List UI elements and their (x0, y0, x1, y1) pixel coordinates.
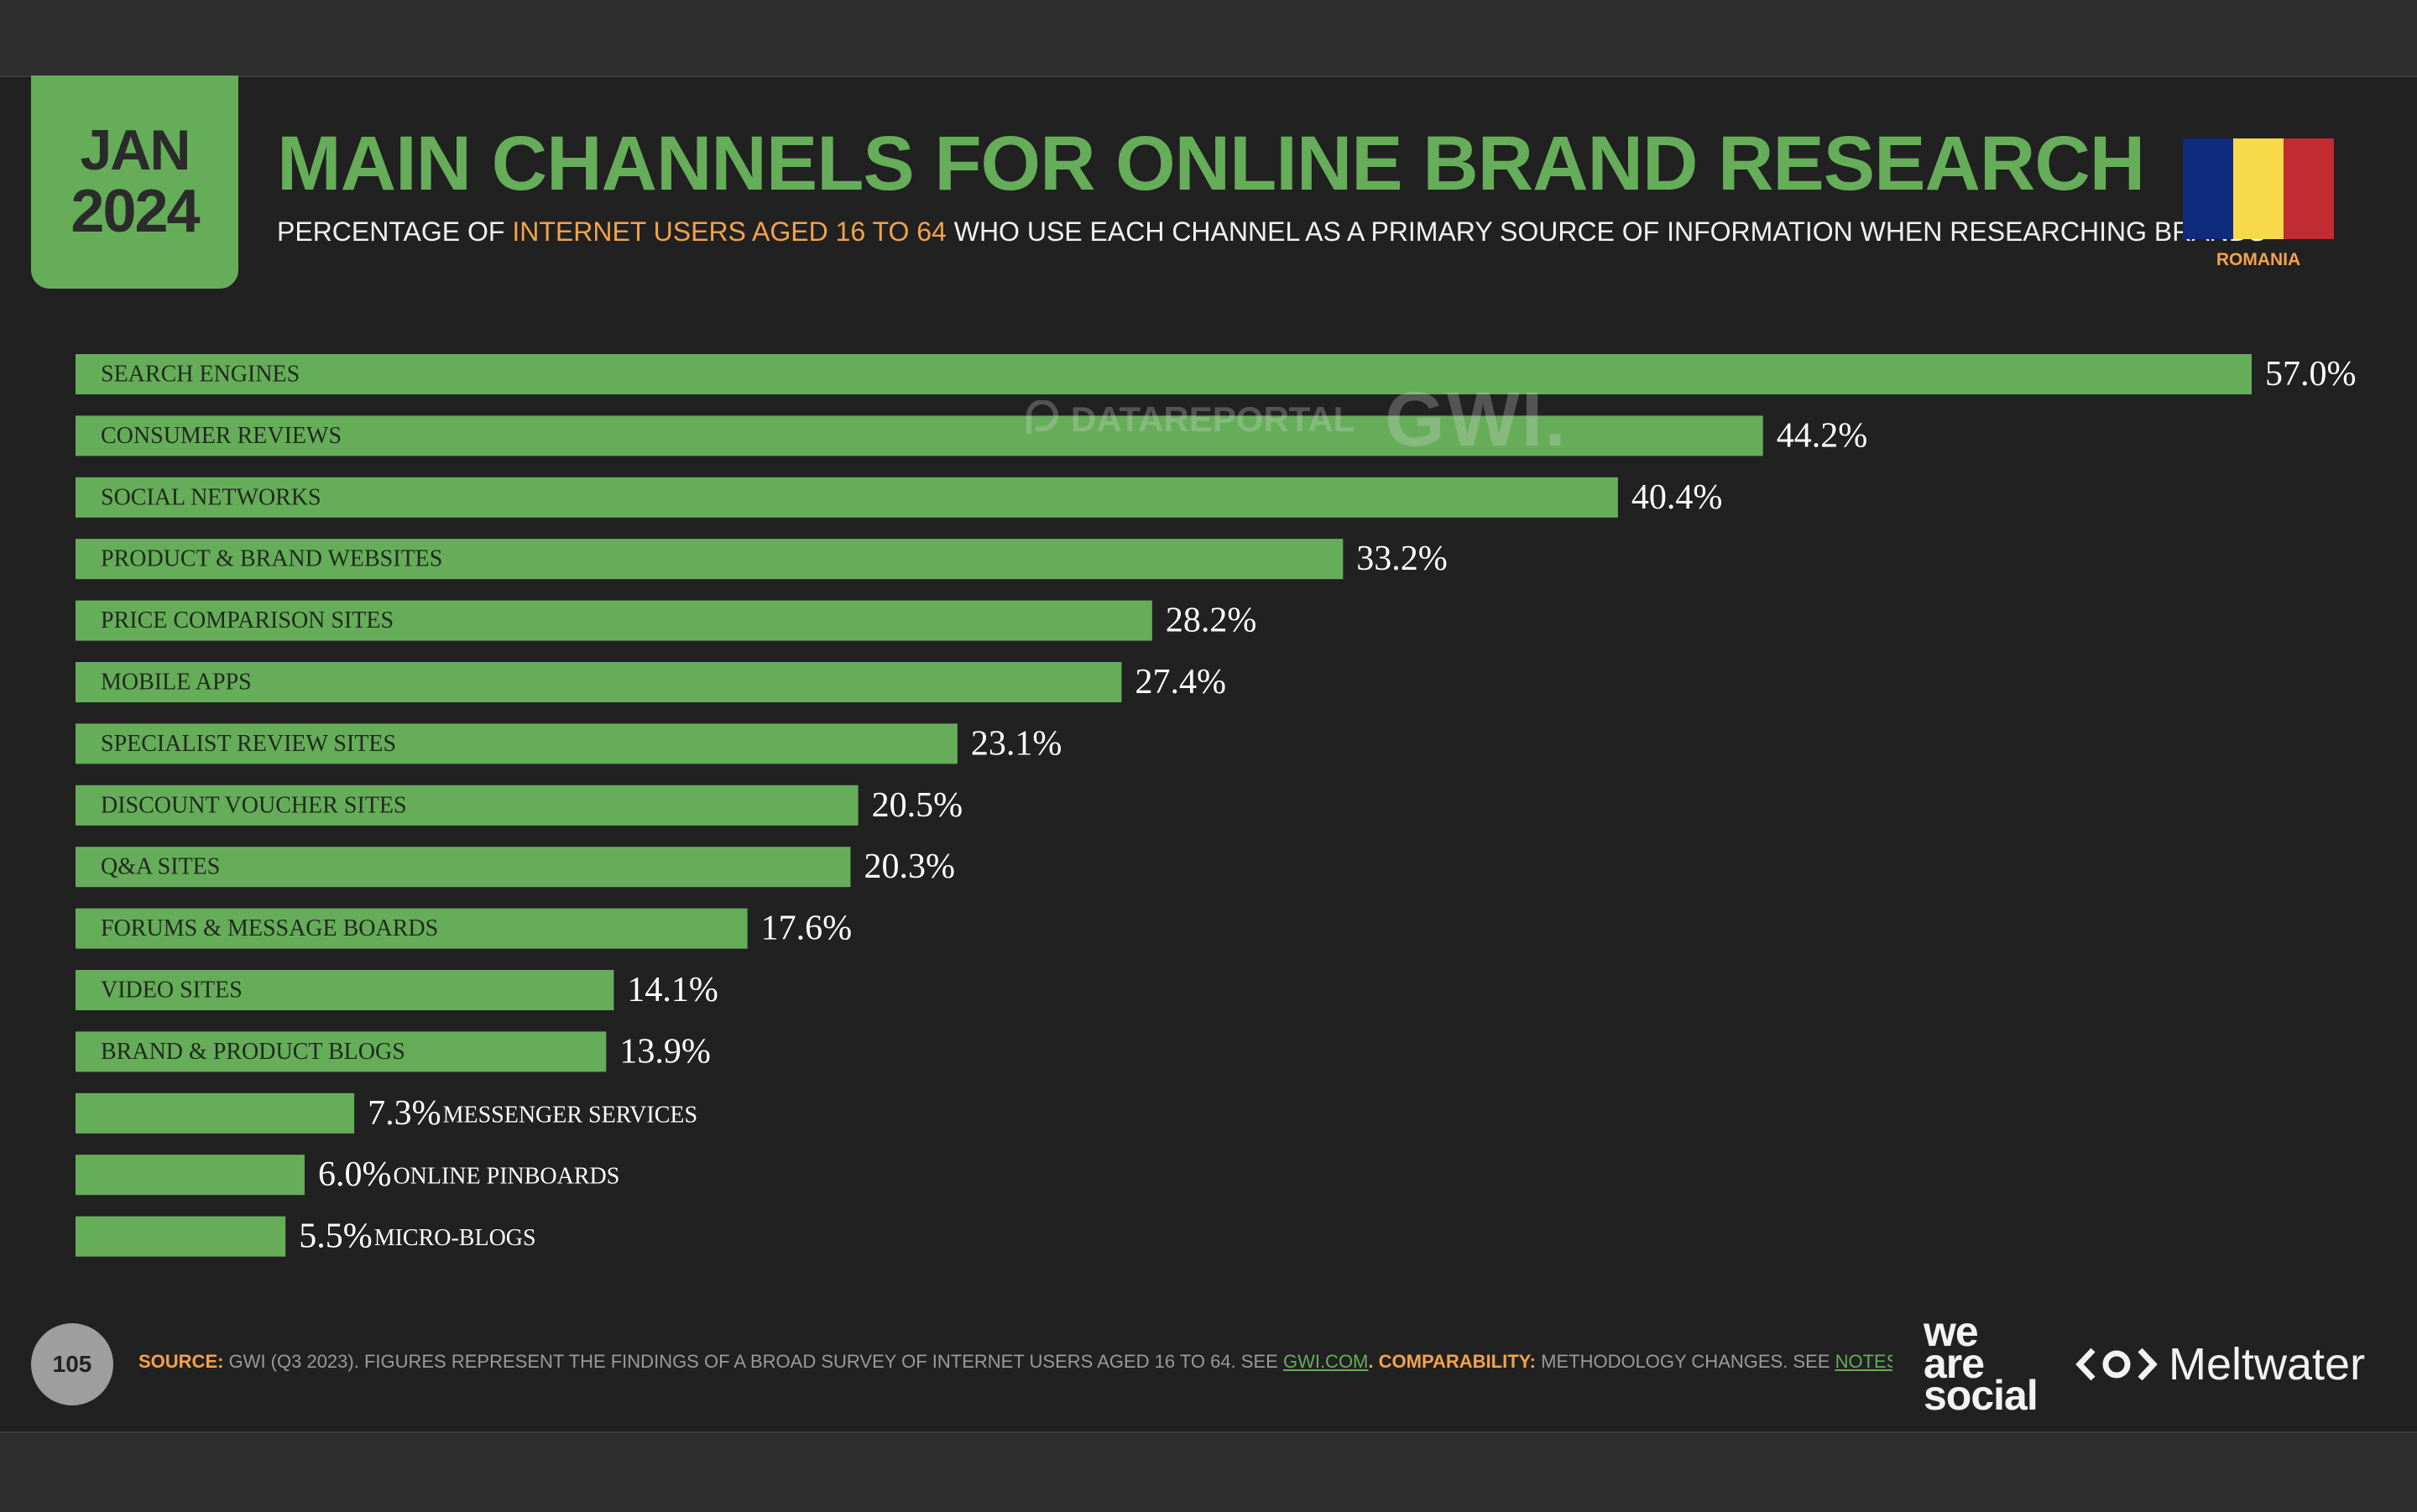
category-label-14: MICRO-BLOGS (374, 1225, 536, 1251)
category-label-7: DISCOUNT VOUCHER SITES (101, 792, 407, 818)
value-label-0: 57.0% (2265, 355, 2357, 394)
bar-7 (76, 785, 859, 826)
source-text: GWI (Q3 2023). FIGURES REPRESENT THE FIN… (223, 1351, 1283, 1372)
meltwater-icon (2075, 1348, 2158, 1381)
country-label: ROMANIA (2216, 250, 2301, 269)
bar-14 (76, 1216, 286, 1257)
category-label-2: SOCIAL NETWORKS (101, 484, 321, 510)
flag-stripe-blue (2183, 138, 2233, 239)
value-label-11: 13.9% (619, 1032, 711, 1071)
we-are-social-logo: we are social (1924, 1308, 2039, 1419)
datareportal-text: DATAREPORTAL (1071, 399, 1355, 439)
comparability-text: METHODOLOGY CHANGES. SEE (1536, 1351, 1835, 1372)
bar-8 (76, 847, 851, 888)
subtitle-highlight: INTERNET USERS AGED 16 TO 64 (512, 216, 947, 247)
category-label-9: FORUMS & MESSAGE BOARDS (101, 915, 438, 941)
bar-0 (76, 354, 2252, 394)
comparability-label: . COMPARABILITY: (1368, 1351, 1537, 1372)
value-label-9: 17.6% (761, 910, 853, 948)
subtitle-end: WHO USE EACH CHANNEL AS A PRIMARY SOURCE… (946, 216, 2267, 247)
meltwater-logo: Meltwater (2075, 1339, 2366, 1389)
category-label-11: BRAND & PRODUCT BLOGS (101, 1039, 405, 1065)
bar-4 (76, 600, 1152, 641)
romania-flag-icon (2183, 138, 2334, 239)
logo-line-are: are (1924, 1340, 1985, 1387)
category-label-12: MESSENGER SERVICES (443, 1102, 697, 1128)
page-subtitle: PERCENTAGE OF INTERNET USERS AGED 16 TO … (277, 215, 2266, 248)
bar-9 (76, 908, 748, 949)
flag-stripe-red (2284, 138, 2334, 239)
category-label-3: PRODUCT & BRAND WEBSITES (101, 546, 442, 572)
value-label-3: 33.2% (1356, 540, 1448, 578)
bar-chart: 57.0% SEARCH ENGINES 44.2% CONSUMER REVIEWS… (76, 354, 2357, 1257)
subtitle-start: PERCENTAGE OF (277, 216, 513, 247)
category-label-8: Q&A SITES (101, 854, 220, 880)
bar-2 (76, 477, 1618, 518)
bar-3 (76, 539, 1344, 580)
date-year: 2024 (70, 178, 200, 245)
category-label-13: ONLINE PINBOARDS (393, 1164, 619, 1190)
value-label-13: 6.0% (318, 1155, 392, 1194)
bar-13 (76, 1155, 305, 1196)
bar-1 (76, 415, 1763, 456)
value-label-5: 27.4% (1135, 663, 1226, 701)
bar-11 (76, 1031, 607, 1072)
gwi-watermark: GWI. (1385, 376, 1568, 462)
source-label: SOURCE: (138, 1351, 224, 1372)
page-number: 105 (31, 1323, 113, 1405)
value-label-7: 20.5% (872, 786, 963, 825)
notes-on-data-link[interactable]: NOTES ON DATA (1835, 1351, 1892, 1372)
logo-line-social: social (1924, 1372, 2039, 1419)
flag-stripe-yellow (2233, 138, 2284, 239)
bar-10 (76, 970, 614, 1010)
value-label-10: 14.1% (627, 971, 718, 1009)
logo-line-we: we (1924, 1308, 1979, 1355)
date-badge: JAN 2024 (31, 76, 238, 289)
category-label-10: VIDEO SITES (101, 978, 243, 1004)
bottom-bar (0, 1431, 2417, 1512)
bar-6 (76, 723, 958, 764)
category-label-6: SPECIALIST REVIEW SITES (101, 731, 396, 757)
value-label-8: 20.3% (864, 847, 955, 886)
category-label-0: SEARCH ENGINES (101, 362, 300, 388)
category-label-1: CONSUMER REVIEWS (101, 423, 342, 449)
watermark: DATAREPORTAL GWI. (1024, 377, 1568, 462)
page-title: MAIN CHANNELS FOR ONLINE BRAND RESEARCH (277, 121, 2145, 206)
value-label-4: 28.2% (1166, 602, 1257, 640)
source-note: SOURCE: GWI (Q3 2023). FIGURES REPRESENT… (138, 1348, 1892, 1375)
datareportal-watermark: DATAREPORTAL (1024, 399, 1355, 440)
value-label-2: 40.4% (1631, 478, 1723, 517)
meltwater-text: Meltwater (2169, 1339, 2366, 1389)
gwi-link[interactable]: GWI.COM (1282, 1351, 1369, 1372)
value-label-1: 44.2% (1777, 416, 1868, 455)
category-label-5: MOBILE APPS (101, 670, 252, 696)
value-label-14: 5.5% (299, 1217, 373, 1256)
category-label-4: PRICE COMPARISON SITES (101, 607, 394, 633)
bar-5 (76, 662, 1122, 702)
bar-12 (76, 1092, 355, 1134)
top-bar (0, 0, 2417, 77)
date-month: JAN (80, 118, 191, 182)
datareportal-icon (1026, 400, 1059, 434)
value-label-6: 23.1% (971, 724, 1062, 763)
value-label-12: 7.3% (368, 1094, 441, 1133)
